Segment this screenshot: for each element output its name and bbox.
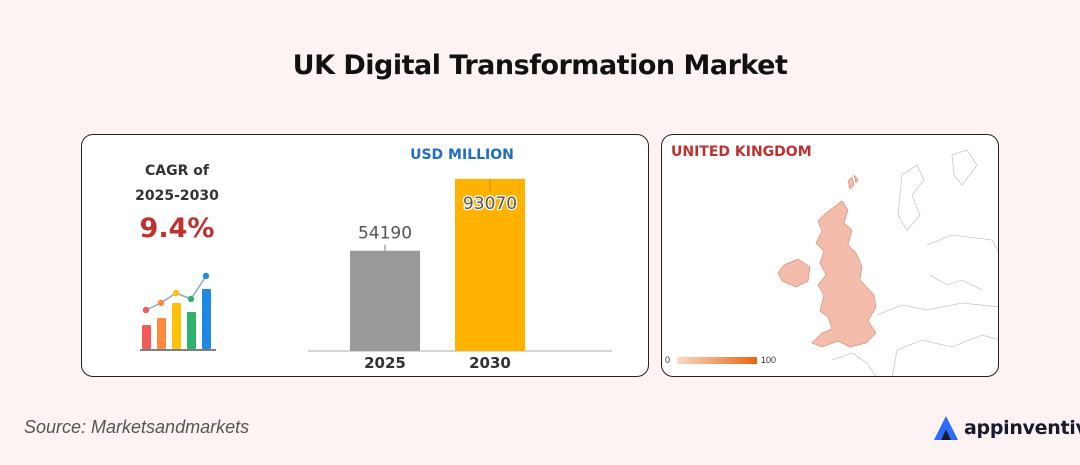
bar-2030 <box>455 178 525 351</box>
map-title: UNITED KINGDOM <box>671 144 812 160</box>
uk-map <box>777 149 998 376</box>
brand-logo: appinventiv <box>932 413 1080 443</box>
map-legend-max: 100 <box>761 355 777 365</box>
map-legend-gradient <box>677 357 757 364</box>
cagr-period: 2025-2030 <box>135 188 219 204</box>
uk-highlight-shape <box>777 174 877 348</box>
x-tick-label-2030: 2030 <box>469 354 511 372</box>
brand-name: appinventiv <box>964 417 1080 439</box>
x-tick-label-2025: 2025 <box>364 354 406 372</box>
growth-bar-chart-icon <box>140 272 216 351</box>
bar-2025 <box>350 250 420 351</box>
page-title: UK Digital Transformation Market <box>292 50 788 81</box>
map-legend-min: 0 <box>665 355 671 365</box>
chart-unit-title: USD MILLION <box>410 147 514 163</box>
surrounding-land-outlines <box>831 149 998 376</box>
source-note: Source: Marketsandmarkets <box>24 417 250 437</box>
cagr-label: CAGR of <box>145 163 209 179</box>
appinventiv-logo-icon <box>934 416 958 440</box>
market-chart-card: CAGR of 2025-2030 9.4% USD MILLION 54190… <box>81 134 649 377</box>
cagr-value: 9.4% <box>139 213 215 244</box>
uk-map-card: UNITED KINGDOM 0 100 <box>661 134 999 377</box>
data-label-2025: 54190 <box>358 224 412 244</box>
data-label-2030: 93070 <box>463 194 517 214</box>
bar-chart: 54190 2025 93070 2030 <box>308 178 612 372</box>
